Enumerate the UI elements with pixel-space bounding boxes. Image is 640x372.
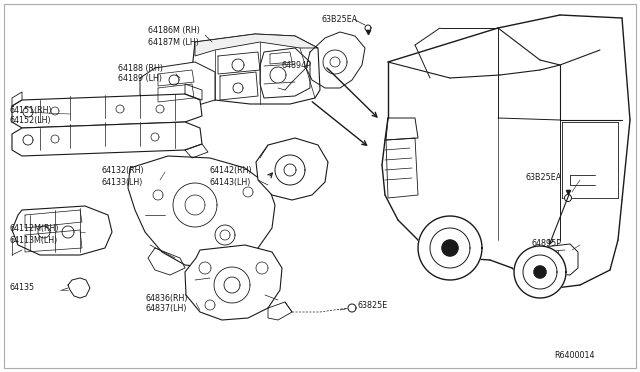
Text: 64151(RH): 64151(RH) [10,106,52,115]
Text: 64837(LH): 64837(LH) [145,305,186,314]
Polygon shape [12,206,112,255]
Polygon shape [418,216,482,280]
Text: 64836(RH): 64836(RH) [145,294,188,302]
Polygon shape [275,155,305,185]
Text: 64113M(LH): 64113M(LH) [10,235,58,244]
Polygon shape [270,67,286,83]
Polygon shape [365,25,371,31]
Polygon shape [256,138,328,200]
Polygon shape [173,183,217,227]
Polygon shape [140,62,215,108]
Text: 63825E: 63825E [358,301,388,310]
Text: 64133(LH): 64133(LH) [102,177,143,186]
Polygon shape [23,107,33,117]
Text: 64152(LH): 64152(LH) [10,116,52,125]
Text: 63B25EA: 63B25EA [526,173,563,183]
Polygon shape [23,135,33,145]
Text: 64186M (RH): 64186M (RH) [148,26,200,35]
Text: 64135: 64135 [10,283,35,292]
Text: 64143(LH): 64143(LH) [210,177,252,186]
Text: 64112M(RH): 64112M(RH) [10,224,60,232]
Polygon shape [323,50,347,74]
Polygon shape [534,266,546,278]
Polygon shape [215,225,235,245]
Polygon shape [195,34,318,56]
Polygon shape [192,34,320,104]
Polygon shape [12,122,202,156]
Text: 64189 (LH): 64189 (LH) [118,74,162,83]
Polygon shape [348,304,356,312]
Polygon shape [128,156,275,268]
Text: 64132(RH): 64132(RH) [102,167,145,176]
Text: 64188 (RH): 64188 (RH) [118,64,163,73]
Text: 64895P: 64895P [532,238,562,247]
Text: 64894P: 64894P [282,61,312,70]
Text: 64142(RH): 64142(RH) [210,167,253,176]
Polygon shape [564,195,572,202]
Polygon shape [214,267,250,303]
Polygon shape [12,94,202,128]
Polygon shape [528,244,578,275]
Polygon shape [514,246,566,298]
Polygon shape [185,245,282,320]
Text: 64187M (LH): 64187M (LH) [148,38,199,46]
Polygon shape [442,240,458,256]
Text: R6400014: R6400014 [554,352,595,360]
Text: 63B25EA: 63B25EA [322,16,358,25]
Polygon shape [260,48,310,98]
